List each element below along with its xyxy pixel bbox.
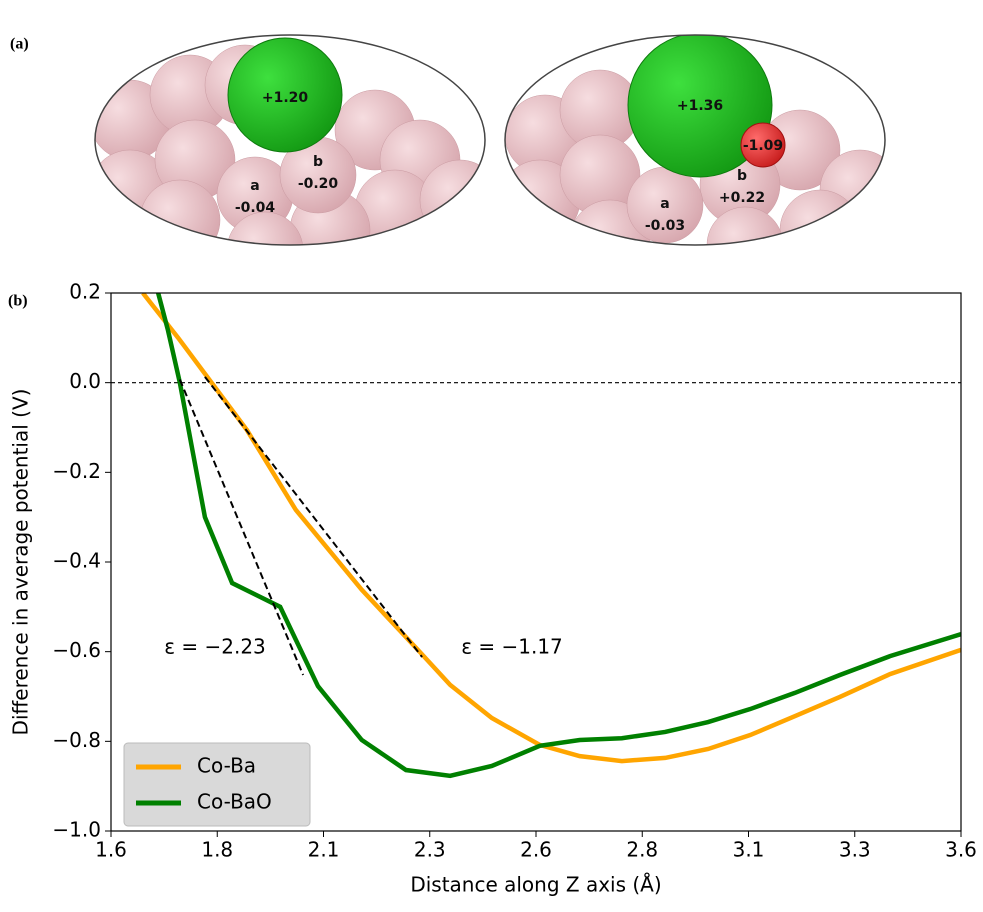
y-tick-label: −0.6 bbox=[52, 638, 101, 662]
line bbox=[158, 293, 961, 776]
x-axis-label: Distance along Z axis (Å) bbox=[410, 873, 661, 897]
atom-label: a bbox=[250, 178, 259, 194]
x-tick-label: 3.6 bbox=[945, 838, 977, 862]
y-tick-label: −0.2 bbox=[52, 459, 101, 483]
legend-label: Co-BaO bbox=[197, 790, 272, 814]
x-tick-label: 2.3 bbox=[414, 838, 446, 862]
left-structure bbox=[90, 38, 500, 288]
charge: -0.20 bbox=[298, 176, 339, 192]
charge: -1.09 bbox=[743, 138, 783, 154]
charge: -0.04 bbox=[235, 200, 276, 216]
charge: -0.03 bbox=[645, 218, 685, 234]
x-tick-label: 2.1 bbox=[308, 838, 340, 862]
x-tick-label: 3.1 bbox=[733, 838, 765, 862]
x-tick-label: 3.3 bbox=[839, 838, 871, 862]
atom-label: b bbox=[737, 168, 747, 184]
charge: +1.36 bbox=[677, 98, 723, 114]
panel-label: (a) bbox=[10, 36, 29, 53]
atom-label: b bbox=[313, 154, 323, 170]
x-tick-label: 2.8 bbox=[626, 838, 658, 862]
x-tick-label: 1.8 bbox=[201, 838, 233, 862]
charge: +0.22 bbox=[719, 190, 765, 206]
line bbox=[143, 293, 961, 761]
y-tick-label: 0.0 bbox=[69, 369, 101, 393]
y-tick-label: 0.2 bbox=[69, 280, 101, 304]
legend: Co-Ba Co-BaO bbox=[124, 743, 310, 826]
y-tick-label: −1.0 bbox=[52, 818, 101, 842]
charge: +1.20 bbox=[262, 90, 309, 106]
panel-label: (b) bbox=[8, 293, 28, 310]
annotation: ε = −1.17 bbox=[461, 635, 563, 659]
x-tick-label: 2.6 bbox=[520, 838, 552, 862]
y-tick-label: −0.8 bbox=[52, 728, 101, 752]
y-axis-label: Difference in average potential (V) bbox=[9, 389, 33, 736]
atom-label: a bbox=[660, 196, 669, 212]
legend-label: Co-Ba bbox=[197, 754, 256, 778]
figure: (a) +1.20 b -0.20 a -0.04 +1.36 -1.09 b … bbox=[0, 0, 983, 908]
annotation: ε = −2.23 bbox=[164, 635, 266, 659]
y-tick-label: −0.4 bbox=[52, 549, 101, 573]
